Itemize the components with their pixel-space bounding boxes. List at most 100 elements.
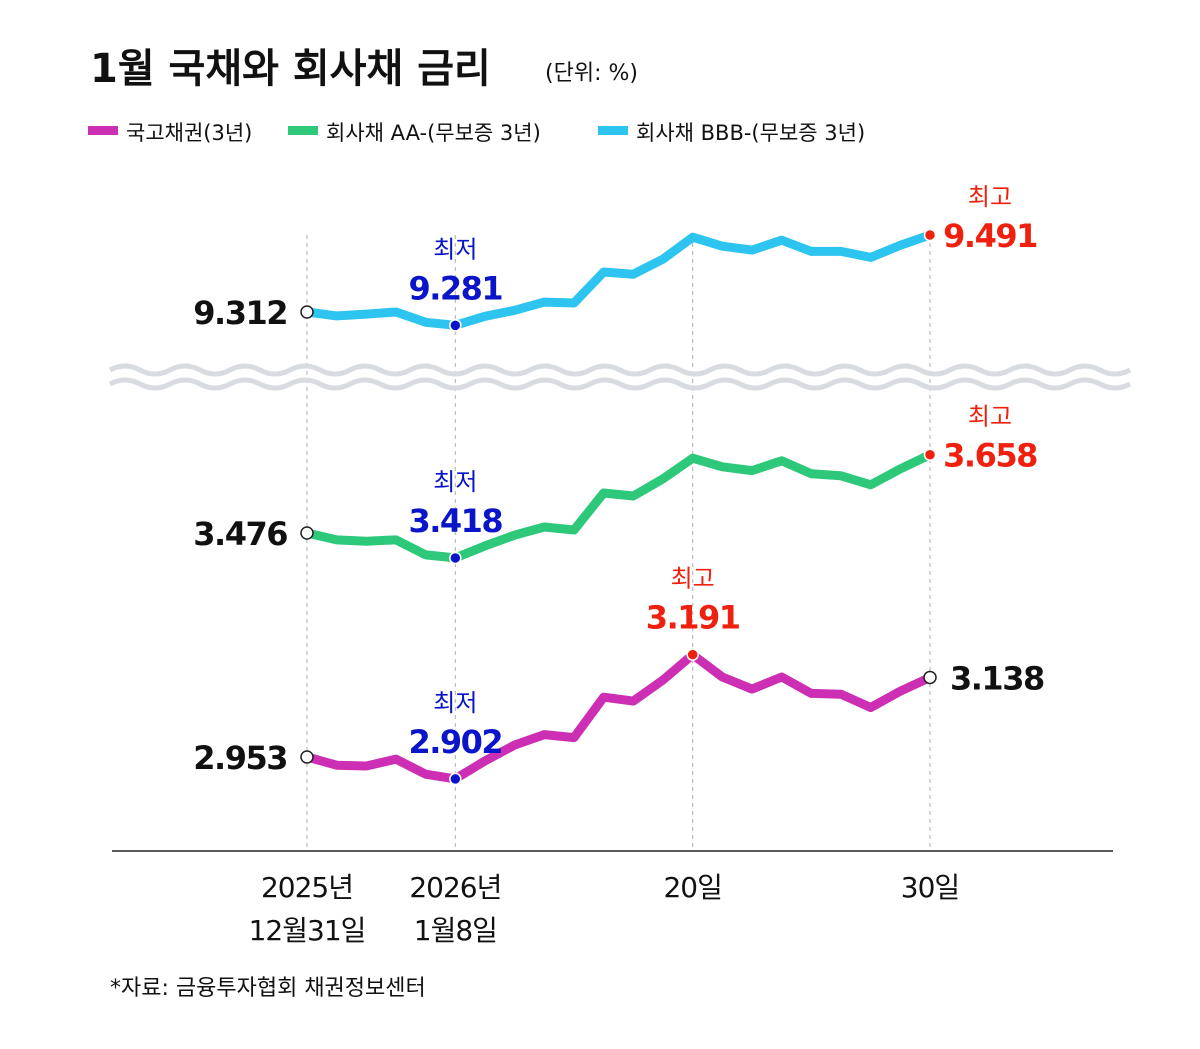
series-line — [302, 230, 935, 330]
legend-label: 회사채 AA-(무보증 3년) — [326, 121, 541, 145]
marker — [300, 305, 314, 319]
x-tick-label: 2026년 — [409, 871, 501, 904]
value-label: 3.476 — [193, 515, 287, 553]
marker — [449, 772, 462, 786]
data-point — [896, 464, 905, 473]
data-point — [570, 525, 579, 534]
data-point — [777, 456, 786, 465]
data-point — [540, 298, 549, 307]
data-point — [807, 689, 816, 698]
value-label: 3.658 — [943, 437, 1037, 475]
data-point — [688, 454, 697, 463]
marker — [923, 448, 937, 461]
data-point — [629, 492, 638, 501]
data-point — [599, 693, 608, 702]
data-point — [896, 241, 905, 250]
data-point — [421, 770, 430, 779]
data-point — [540, 522, 549, 531]
x-tick-label: 20일 — [663, 871, 721, 904]
data-point — [718, 462, 727, 471]
data-point — [332, 311, 341, 320]
data-point — [421, 550, 430, 559]
data-point — [777, 673, 786, 682]
data-point — [510, 531, 519, 540]
data-point — [748, 466, 757, 475]
high-label: 최고 — [968, 183, 1012, 211]
value-label: 2.902 — [408, 723, 502, 761]
data-point — [362, 762, 371, 771]
series-line — [302, 450, 935, 563]
marker — [449, 551, 462, 565]
legend-swatch — [598, 126, 628, 135]
data-point — [599, 489, 608, 498]
data-point — [481, 312, 490, 321]
low-label: 최저 — [433, 235, 477, 263]
data-point — [392, 535, 401, 544]
high-label: 최고 — [968, 403, 1012, 431]
axis-break — [108, 377, 1132, 391]
data-point — [362, 310, 371, 319]
data-point — [837, 690, 846, 699]
source-note: *자료: 금융투자협회 채권정보센터 — [110, 976, 426, 1001]
axis-break — [108, 363, 1132, 377]
data-point — [570, 298, 579, 307]
value-label: 9.312 — [193, 294, 287, 332]
data-point — [510, 306, 519, 315]
data-point — [392, 755, 401, 764]
x-tick-label: 12월31일 — [249, 914, 366, 947]
legend-swatch — [288, 126, 318, 135]
data-point — [807, 247, 816, 256]
legend: 국고채권(3년) 회사채 AA-(무보증 3년) 회사채 BBB-(무보증 3년) — [88, 121, 865, 145]
value-label: 3.138 — [950, 659, 1044, 697]
data-point — [570, 733, 579, 742]
marker — [449, 319, 462, 332]
value-label: 2.953 — [193, 739, 287, 777]
data-point — [748, 246, 757, 255]
data-point — [688, 233, 697, 242]
legend-swatch — [88, 126, 118, 135]
marker — [300, 750, 314, 764]
marker — [923, 670, 937, 685]
chart-title: 1월 국채와 회사채 금리 — [90, 46, 491, 92]
data-point — [659, 474, 668, 483]
data-point — [629, 697, 638, 706]
marker — [923, 228, 937, 242]
data-point — [896, 687, 905, 696]
data-point — [748, 685, 757, 694]
low-label: 최저 — [433, 689, 477, 717]
data-point — [866, 480, 875, 489]
data-point — [421, 318, 430, 327]
plot-area: 2025년 12월31일 2026년 1월8일 20일 30일 9.312 최저 9.281 최고… — [108, 183, 1132, 947]
data-point — [807, 469, 816, 478]
marker — [300, 526, 314, 540]
low-label: 최저 — [433, 468, 477, 496]
data-point — [510, 740, 519, 749]
data-point — [540, 730, 549, 739]
data-point — [481, 541, 490, 550]
data-point — [837, 471, 846, 480]
unit-note: (단위: %) — [545, 61, 638, 86]
value-label: 9.281 — [408, 269, 502, 307]
data-point — [718, 673, 727, 682]
value-label: 3.191 — [646, 599, 740, 637]
data-point — [659, 676, 668, 685]
data-point — [599, 268, 608, 277]
value-label: 3.418 — [408, 502, 502, 540]
x-tick-label: 2025년 — [261, 871, 353, 904]
legend-label: 국고채권(3년) — [126, 121, 252, 145]
value-label: 9.491 — [943, 217, 1037, 255]
data-point — [718, 242, 727, 251]
series-line — [302, 650, 935, 784]
data-point — [392, 308, 401, 317]
data-point — [659, 255, 668, 264]
data-point — [866, 703, 875, 712]
data-point — [332, 761, 341, 770]
high-label: 최고 — [671, 565, 715, 593]
data-point — [837, 247, 846, 256]
data-point — [629, 270, 638, 279]
marker — [686, 648, 699, 661]
data-point — [777, 236, 786, 245]
data-point — [866, 253, 875, 262]
x-tick-label: 1월8일 — [414, 914, 497, 947]
